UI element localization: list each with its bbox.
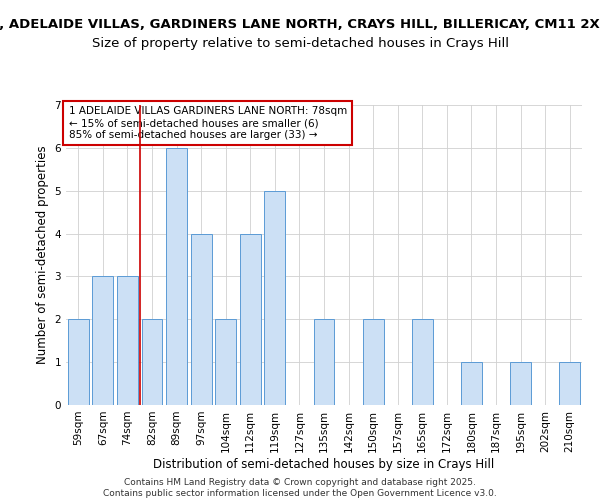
Bar (92, 276, 113, 405)
Bar (68, 320, 89, 405)
Bar (142, 320, 163, 405)
Text: 1, ADELAIDE VILLAS, GARDINERS LANE NORTH, CRAYS HILL, BILLERICAY, CM11 2XA: 1, ADELAIDE VILLAS, GARDINERS LANE NORTH… (0, 18, 600, 30)
X-axis label: Distribution of semi-detached houses by size in Crays Hill: Distribution of semi-detached houses by … (154, 458, 494, 470)
Bar (117, 276, 138, 405)
Text: Size of property relative to semi-detached houses in Crays Hill: Size of property relative to semi-detach… (91, 38, 509, 51)
Bar (215, 320, 236, 405)
Bar (265, 190, 286, 405)
Text: 1 ADELAIDE VILLAS GARDINERS LANE NORTH: 78sqm
← 15% of semi-detached houses are : 1 ADELAIDE VILLAS GARDINERS LANE NORTH: … (68, 106, 347, 140)
Bar (166, 148, 187, 405)
Bar (510, 362, 531, 405)
Bar (461, 362, 482, 405)
Bar (314, 320, 334, 405)
Bar (362, 320, 383, 405)
Bar (412, 320, 433, 405)
Text: Contains HM Land Registry data © Crown copyright and database right 2025.
Contai: Contains HM Land Registry data © Crown c… (103, 478, 497, 498)
Bar (559, 362, 580, 405)
Y-axis label: Number of semi-detached properties: Number of semi-detached properties (36, 146, 49, 364)
Bar (240, 234, 261, 405)
Bar (191, 234, 212, 405)
